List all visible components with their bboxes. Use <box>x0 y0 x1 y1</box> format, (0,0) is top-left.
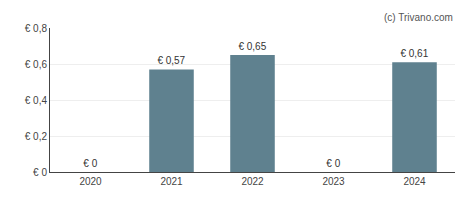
svg-text:€ 0: € 0 <box>83 158 97 169</box>
svg-text:2021: 2021 <box>160 176 183 187</box>
svg-text:€ 0,65: € 0,65 <box>238 41 266 52</box>
svg-text:(c) Trivano.com: (c) Trivano.com <box>384 12 453 23</box>
svg-text:€ 0,61: € 0,61 <box>400 48 428 59</box>
svg-text:€ 0: € 0 <box>33 167 47 178</box>
svg-text:2024: 2024 <box>403 176 426 187</box>
svg-text:€ 0,4: € 0,4 <box>25 95 48 106</box>
svg-text:2023: 2023 <box>322 176 345 187</box>
svg-text:€ 0,8: € 0,8 <box>25 23 48 34</box>
svg-text:€ 0,57: € 0,57 <box>157 55 185 66</box>
svg-text:€ 0,2: € 0,2 <box>25 131 48 142</box>
svg-text:2020: 2020 <box>79 176 102 187</box>
svg-text:2022: 2022 <box>241 176 264 187</box>
svg-text:€ 0,6: € 0,6 <box>25 59 48 70</box>
svg-text:€ 0: € 0 <box>326 158 340 169</box>
